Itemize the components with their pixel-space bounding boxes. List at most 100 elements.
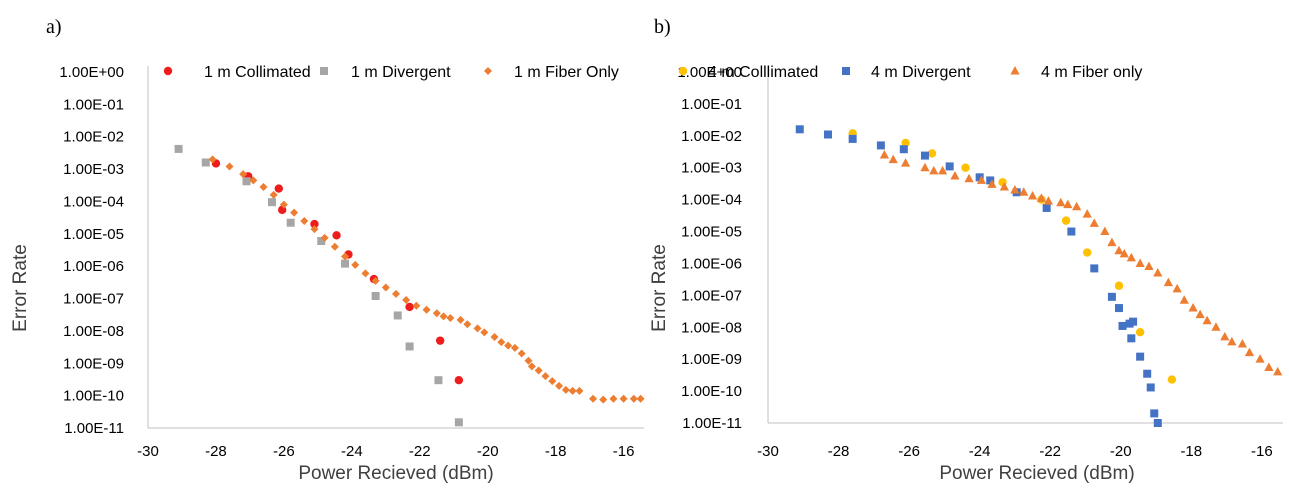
y-tick-label: 1.00E-02 (681, 128, 742, 145)
y-tick-label: 1.00E-09 (681, 351, 742, 368)
data-point (901, 138, 910, 148)
data-point (1172, 283, 1182, 293)
y-tick-label: 1.00E-05 (63, 226, 124, 243)
data-point (1237, 338, 1248, 348)
data-point (599, 395, 608, 404)
y-tick-label: 1.00E-08 (63, 323, 124, 340)
legend-entry: 4 m Divergent (871, 64, 971, 81)
data-point (432, 309, 441, 318)
y-tick-label: 1.00E-04 (681, 192, 742, 209)
data-point (1220, 331, 1230, 341)
data-point (1153, 419, 1162, 427)
data-point (1107, 292, 1116, 301)
legend-marker (678, 66, 688, 76)
data-point (341, 252, 350, 261)
data-point (371, 276, 380, 285)
legend-entry: 1 m Fiber Only (514, 64, 619, 81)
panel-label: b) (654, 16, 671, 38)
y-tick-label: 1.00E+00 (677, 64, 742, 81)
y-tick-label: 1.00E-03 (681, 160, 742, 177)
data-point (1036, 193, 1046, 202)
y-tick-label: 1.00E-10 (681, 383, 742, 400)
data-point (1100, 226, 1110, 236)
data-point (795, 125, 804, 134)
x-tick-label: -26 (273, 443, 295, 460)
legend-entry: 4 m Colllimated (708, 64, 818, 81)
data-point (950, 171, 960, 180)
data-point (1043, 196, 1054, 205)
chart-panel-a: a) 1.00E+00 1.00E-01 1.00E-02 1.00E-03 1.00E-… (10, 16, 645, 484)
x-axis-title: Power Recieved (dBm) (939, 463, 1134, 484)
y-axis-title: Error Rate (10, 244, 31, 332)
data-point (361, 269, 370, 278)
data-point (463, 320, 472, 329)
legend-entry: 1 m Collimated (204, 64, 311, 81)
data-point (1167, 375, 1177, 384)
data-point (1135, 328, 1145, 337)
data-point (1010, 185, 1020, 194)
x-tick-label: -30 (757, 443, 779, 460)
data-point (1195, 309, 1205, 319)
data-point (1163, 277, 1173, 287)
data-point (561, 385, 570, 394)
data-point (848, 134, 857, 143)
data-point (446, 314, 455, 323)
y-tick-label: 1.00E-10 (63, 388, 124, 405)
data-point (999, 181, 1009, 191)
data-point (524, 356, 533, 365)
y-tick-label: 1.00E-03 (63, 161, 124, 178)
data-point (589, 394, 598, 403)
data-point (619, 394, 628, 403)
legend-marker (163, 66, 173, 76)
x-tick-label: -16 (1251, 443, 1273, 460)
data-point (1227, 336, 1237, 346)
data-point (434, 376, 443, 385)
data-point (888, 154, 898, 164)
data-point (976, 175, 987, 184)
y-tick-label: 1.00E-07 (681, 287, 742, 304)
data-point (208, 155, 217, 164)
legend-marker (842, 67, 850, 75)
data-point (964, 173, 974, 183)
y-tick-label: 1.00E-05 (681, 224, 742, 241)
data-point (899, 145, 908, 154)
x-tick-label: -22 (1039, 443, 1061, 460)
x-tick-label: -26 (898, 443, 920, 460)
data-point (1143, 369, 1152, 378)
data-point (1042, 203, 1051, 212)
x-tick-label: -28 (205, 443, 227, 460)
data-point (629, 394, 638, 403)
data-point (900, 158, 911, 167)
data-point (456, 315, 465, 324)
series-4-m-fiber-only (879, 150, 1283, 376)
data-point (945, 162, 954, 171)
chart-panel-b: b) 1.00E+00 1.00E-01 1.00E-02 1.00E-03 1.00E-… (649, 16, 1283, 484)
data-point (1118, 321, 1127, 330)
data-point (504, 341, 513, 350)
data-point (636, 394, 645, 403)
data-point (392, 289, 400, 298)
data-point (527, 362, 536, 371)
data-point (439, 312, 448, 321)
data-point (1264, 362, 1274, 371)
data-point (242, 177, 251, 186)
data-point (497, 338, 506, 347)
data-point (1150, 409, 1159, 418)
x-tick-label: -18 (1180, 443, 1202, 460)
data-point (332, 231, 341, 240)
data-point (1127, 334, 1136, 343)
data-point (422, 305, 431, 314)
data-point (1126, 252, 1136, 262)
x-tick-label: -28 (828, 443, 850, 460)
data-point (1061, 216, 1071, 225)
data-point (961, 163, 970, 172)
data-point (1135, 258, 1145, 267)
y-tick-label: 1.00E-02 (63, 129, 124, 146)
data-point (1063, 199, 1073, 209)
data-point (279, 200, 288, 209)
data-point (575, 386, 584, 395)
y-tick-label: 1.00E-08 (681, 319, 742, 336)
data-point (1188, 303, 1198, 312)
y-tick-label: 1.00E-06 (681, 255, 742, 272)
data-point (1273, 366, 1283, 376)
